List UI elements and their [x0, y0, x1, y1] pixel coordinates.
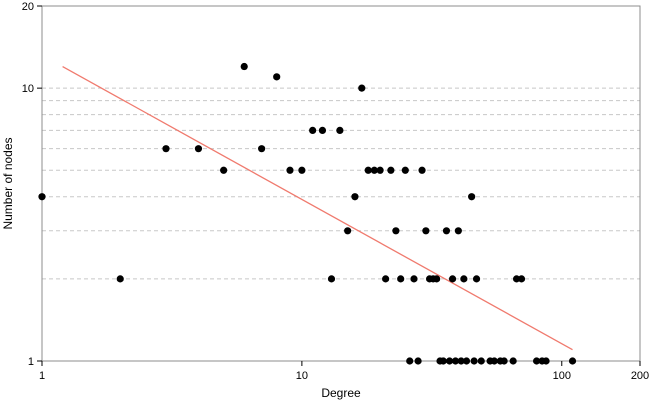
data-point	[462, 357, 471, 365]
data-point	[336, 126, 344, 135]
data-point	[457, 357, 465, 365]
data-point	[351, 193, 359, 201]
data-point	[220, 166, 228, 174]
data-point	[414, 357, 422, 365]
x-tick-label: 10	[296, 370, 308, 382]
data-point	[406, 357, 414, 365]
fit-line-layer	[62, 65, 573, 351]
data-point	[298, 166, 306, 174]
data-point	[517, 275, 526, 283]
data-point	[454, 227, 462, 235]
data-point	[162, 145, 170, 153]
data-point	[470, 357, 478, 365]
data-point	[472, 275, 481, 283]
data-point	[532, 357, 541, 365]
data-point	[460, 275, 468, 283]
data-point	[376, 166, 384, 174]
data-point	[477, 357, 485, 365]
y-tick-label: 20	[22, 1, 34, 13]
data-point	[194, 145, 203, 153]
data-point	[318, 126, 327, 135]
data-point	[401, 166, 409, 174]
data-point	[445, 357, 454, 365]
data-point	[451, 357, 460, 365]
x-tick-label: 100	[553, 370, 571, 382]
data-point	[258, 145, 266, 153]
data-point	[382, 275, 390, 283]
y-tick-label: 10	[22, 83, 34, 95]
data-point	[500, 357, 508, 365]
data-point	[542, 357, 550, 365]
data-point	[512, 275, 521, 283]
data-point	[370, 166, 378, 174]
data-point	[286, 166, 294, 174]
x-axis: 1 10 100 200	[39, 361, 649, 382]
x-axis-title: Degree	[321, 386, 361, 400]
data-point	[418, 166, 426, 174]
data-point	[397, 275, 405, 283]
data-point	[442, 227, 451, 235]
y-axis-title: Number of nodes	[1, 137, 15, 229]
data-point	[509, 357, 517, 365]
data-point	[568, 357, 577, 365]
grid-lines	[42, 5, 640, 280]
data-point	[327, 275, 336, 283]
x-tick-label: 200	[631, 370, 649, 382]
data-point	[490, 357, 498, 365]
data-point	[468, 193, 476, 201]
plot-frame	[41, 5, 641, 362]
data-point	[309, 126, 317, 135]
data-point	[240, 62, 248, 71]
data-point	[387, 166, 395, 174]
data-point	[433, 275, 441, 283]
data-point	[116, 275, 124, 283]
y-tick-label: 1	[28, 356, 34, 368]
x-tick-label: 1	[39, 370, 45, 382]
fit-line	[62, 65, 573, 351]
data-point	[364, 166, 372, 174]
data-point	[448, 275, 457, 283]
data-point	[410, 275, 418, 283]
y-axis: 1 10 20	[22, 1, 42, 368]
points-layer	[38, 62, 577, 365]
data-point	[344, 227, 352, 235]
data-point	[392, 227, 400, 235]
data-point	[38, 193, 46, 201]
data-point	[273, 73, 281, 81]
data-point	[439, 357, 447, 365]
data-point	[422, 227, 430, 235]
data-point	[358, 84, 366, 92]
